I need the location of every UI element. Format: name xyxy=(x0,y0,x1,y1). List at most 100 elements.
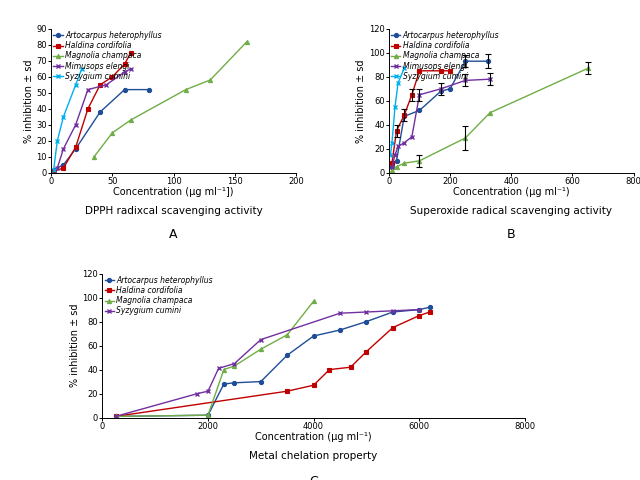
Haldina cordifolia xyxy=(408,92,415,98)
Syzygium cumini xyxy=(60,114,67,120)
Syzygium cumini xyxy=(394,80,402,85)
Haldina cordifolia xyxy=(389,324,397,330)
Syzygium cumini xyxy=(78,66,86,72)
Haldina cordifolia xyxy=(437,68,445,74)
Mimusops elengi xyxy=(54,165,61,171)
Syzygium cumini xyxy=(72,82,79,88)
Haldina cordifolia xyxy=(347,364,355,370)
Artocarpus heterophyllus xyxy=(415,307,423,312)
Magnolia champaca xyxy=(388,168,396,173)
Artocarpus heterophyllus xyxy=(336,327,344,333)
Y-axis label: % inhibition ± sd: % inhibition ± sd xyxy=(24,59,34,143)
Text: Metal chelation property: Metal chelation property xyxy=(250,451,378,461)
Line: Magnolia champaca: Magnolia champaca xyxy=(390,66,590,172)
Syzygium cumini xyxy=(336,310,344,316)
Magnolia champaca xyxy=(415,158,423,164)
Line: Haldina cordifolia: Haldina cordifolia xyxy=(390,69,452,165)
Magnolia champaca xyxy=(393,164,401,170)
Haldina cordifolia xyxy=(50,168,58,174)
Text: B: B xyxy=(507,228,516,241)
Magnolia champaca xyxy=(204,412,212,418)
Mimusops elengi xyxy=(72,122,79,128)
Syzygium cumini xyxy=(391,104,399,110)
Magnolia champaca xyxy=(257,346,265,352)
Magnolia champaca xyxy=(243,39,251,45)
Mimusops elengi xyxy=(391,152,399,157)
Text: A: A xyxy=(170,228,178,241)
Magnolia champaca xyxy=(284,332,291,337)
Syzygium cumini xyxy=(204,388,212,394)
Line: Mimusops elengi: Mimusops elengi xyxy=(55,67,133,170)
Syzygium cumini xyxy=(215,365,223,371)
Magnolia champaca xyxy=(401,160,408,166)
Text: Superoxide radical scavenging activity: Superoxide radical scavenging activity xyxy=(410,206,612,216)
Haldina cordifolia xyxy=(127,50,134,56)
Syzygium cumini xyxy=(194,391,202,396)
X-axis label: Concentration (μg ml⁻¹): Concentration (μg ml⁻¹) xyxy=(255,432,372,442)
Artocarpus heterophyllus xyxy=(388,164,396,170)
Syzygium cumini xyxy=(415,307,423,312)
Artocarpus heterophyllus xyxy=(257,379,265,384)
Mimusops elengi xyxy=(127,66,134,72)
Haldina cordifolia xyxy=(72,144,79,150)
Magnolia champaca xyxy=(230,363,238,369)
Text: C: C xyxy=(309,475,318,480)
Syzygium cumini xyxy=(257,336,265,342)
Magnolia champaca xyxy=(112,413,120,420)
Haldina cordifolia xyxy=(96,82,104,88)
X-axis label: Concentration (μg ml⁻¹): Concentration (μg ml⁻¹) xyxy=(453,187,570,197)
Line: Haldina cordifolia: Haldina cordifolia xyxy=(52,51,133,173)
Haldina cordifolia xyxy=(326,367,333,372)
Line: Magnolia champaca: Magnolia champaca xyxy=(113,299,316,419)
Mimusops elengi xyxy=(121,69,129,75)
Artocarpus heterophyllus xyxy=(145,87,153,93)
Magnolia champaca xyxy=(310,298,317,304)
Haldina cordifolia xyxy=(109,74,116,80)
Haldina cordifolia xyxy=(426,309,434,315)
Magnolia champaca xyxy=(90,154,98,160)
Haldina cordifolia xyxy=(393,128,401,134)
Artocarpus heterophyllus xyxy=(401,114,408,120)
Magnolia champaca xyxy=(220,367,228,372)
Haldina cordifolia xyxy=(84,106,92,112)
Line: Artocarpus heterophyllus: Artocarpus heterophyllus xyxy=(52,87,151,172)
Artocarpus heterophyllus xyxy=(50,167,58,172)
X-axis label: Concentration (μg ml⁻¹]): Concentration (μg ml⁻¹]) xyxy=(113,187,234,197)
Artocarpus heterophyllus xyxy=(389,309,397,315)
Artocarpus heterophyllus xyxy=(112,413,120,420)
Line: Mimusops elengi: Mimusops elengi xyxy=(390,77,492,169)
Syzygium cumini xyxy=(389,308,397,314)
Y-axis label: % inhibition ± sd: % inhibition ± sd xyxy=(70,304,80,387)
Haldina cordifolia xyxy=(112,413,120,420)
Mimusops elengi xyxy=(84,87,92,93)
Line: Artocarpus heterophyllus: Artocarpus heterophyllus xyxy=(113,305,432,419)
Line: Magnolia champaca: Magnolia champaca xyxy=(92,39,249,159)
Magnolia champaca xyxy=(461,135,469,141)
Syzygium cumini xyxy=(112,413,120,420)
Syzygium cumini xyxy=(387,152,394,157)
Line: Syzygium cumini: Syzygium cumini xyxy=(113,308,421,419)
Magnolia champaca xyxy=(127,117,134,123)
Mimusops elengi xyxy=(394,144,402,149)
Artocarpus heterophyllus xyxy=(284,352,291,358)
Legend: Artocarpus heterophyllus, Haldina cordifolia, Magnolia champaca, Mimusops elengi: Artocarpus heterophyllus, Haldina cordif… xyxy=(390,30,500,82)
Syzygium cumini xyxy=(401,66,408,72)
Artocarpus heterophyllus xyxy=(310,333,317,339)
Artocarpus heterophyllus xyxy=(426,304,434,310)
Artocarpus heterophyllus xyxy=(230,380,238,385)
Haldina cordifolia xyxy=(388,160,396,166)
Syzygium cumini xyxy=(50,167,58,172)
Legend: Artocarpus heterophyllus, Haldina cordifolia, Magnolia champaca, Syzygium cumini: Artocarpus heterophyllus, Haldina cordif… xyxy=(104,275,214,316)
Mimusops elengi xyxy=(388,164,396,170)
Haldina cordifolia xyxy=(310,382,317,388)
Haldina cordifolia xyxy=(60,165,67,171)
Artocarpus heterophyllus xyxy=(446,86,454,92)
Magnolia champaca xyxy=(486,110,493,116)
Syzygium cumini xyxy=(363,309,371,315)
Line: Syzygium cumini: Syzygium cumini xyxy=(52,67,84,172)
Artocarpus heterophyllus xyxy=(393,158,401,164)
Magnolia champaca xyxy=(584,66,591,72)
Mimusops elengi xyxy=(60,146,67,152)
Line: Syzygium cumini: Syzygium cumini xyxy=(388,66,406,157)
Artocarpus heterophyllus xyxy=(72,146,79,152)
